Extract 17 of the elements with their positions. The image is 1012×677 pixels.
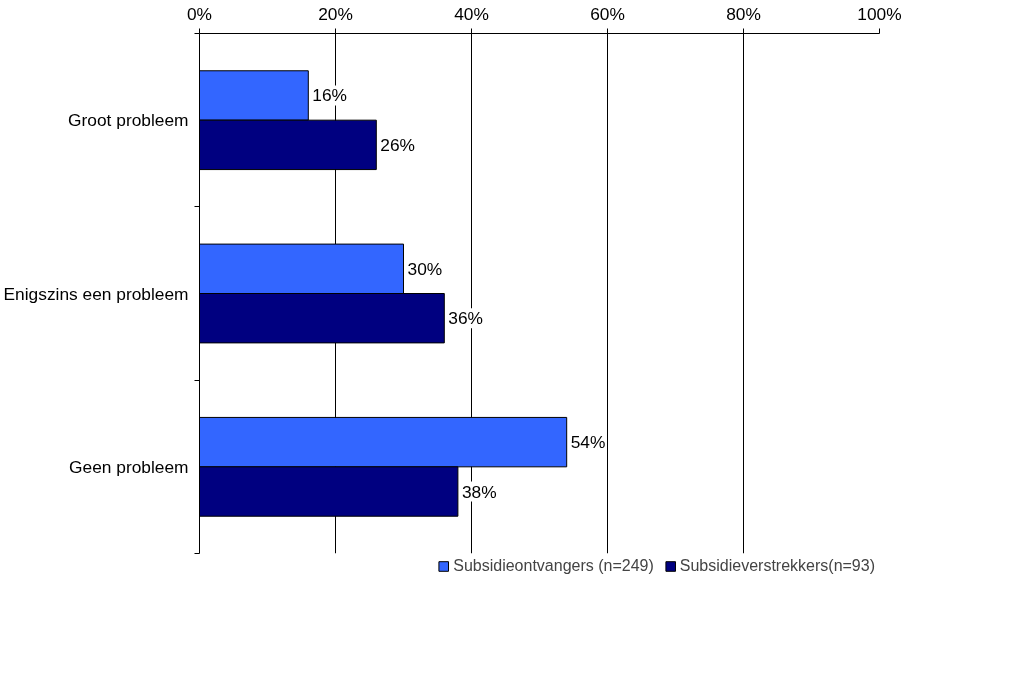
x-tick-label: 80% xyxy=(726,3,761,24)
y-tick-label: Enigszins een probleem xyxy=(3,283,189,304)
y-tick-label: Groot probleem xyxy=(68,110,189,131)
x-tick-label: 40% xyxy=(454,3,489,24)
data-label: 36% xyxy=(448,308,483,329)
data-label: 30% xyxy=(407,258,443,279)
data-label: 38% xyxy=(461,481,497,502)
legend-label: Subsidieverstrekkers(n=93) xyxy=(679,557,875,575)
legend-label: Subsidieontvangers (n=249) xyxy=(453,557,654,575)
data-label: 26% xyxy=(380,134,415,155)
x-tick-label: 60% xyxy=(590,3,625,24)
x-tick-label: 100% xyxy=(857,3,902,24)
data-label: 16% xyxy=(312,85,347,106)
y-tick-label: Geen probleem xyxy=(69,456,189,477)
x-tick-label: 0% xyxy=(186,3,213,24)
x-tick-label: 20% xyxy=(318,3,353,24)
data-label: 54% xyxy=(570,432,606,453)
